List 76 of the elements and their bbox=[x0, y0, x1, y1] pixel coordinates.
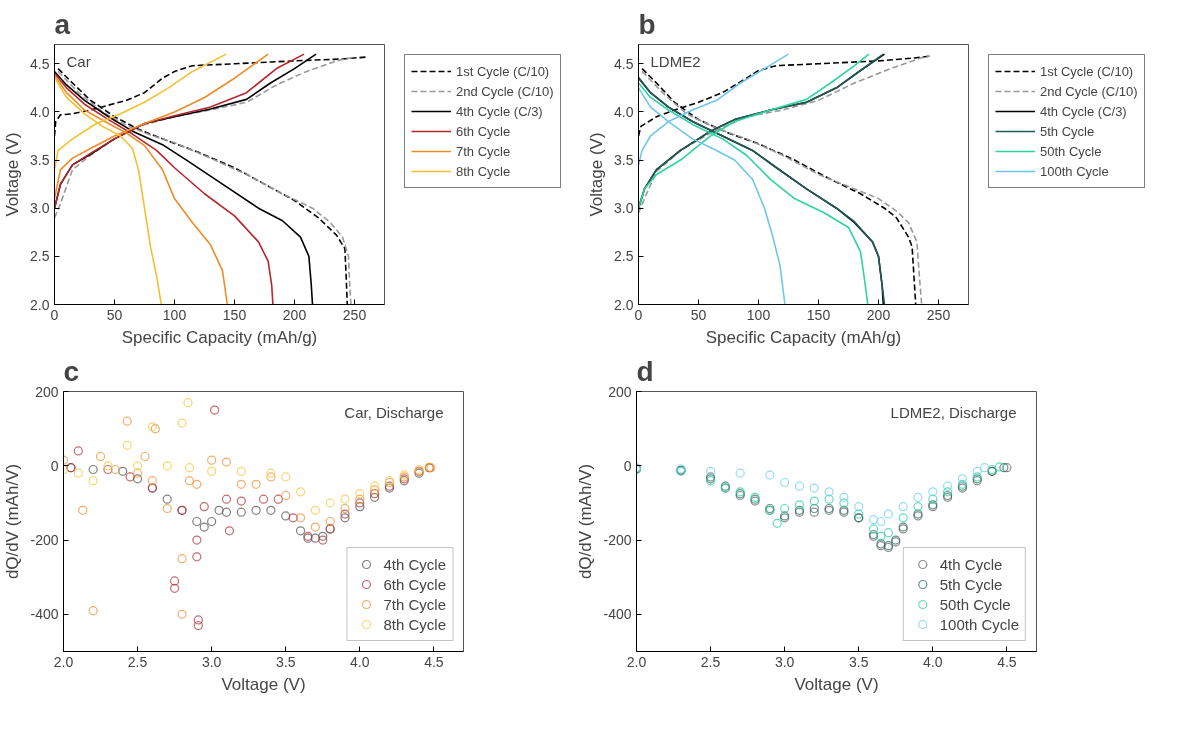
x-tick-label: 4.5 bbox=[997, 653, 1017, 670]
x-axis-title: Specific Capacity (mAh/g) bbox=[121, 327, 318, 347]
x-tick-label: 200 bbox=[282, 306, 307, 323]
y-tick-label: 3.5 bbox=[30, 152, 50, 169]
x-tick-label: 50 bbox=[106, 306, 123, 323]
x-tick-label: 2.0 bbox=[53, 653, 74, 670]
annotation: LDME2 bbox=[650, 52, 701, 70]
x-tick-label: 200 bbox=[866, 306, 891, 323]
x-tick-label: 100 bbox=[162, 306, 187, 323]
x-tick-label: 3.0 bbox=[201, 653, 222, 670]
x-tick-label: 250 bbox=[342, 306, 367, 323]
legend-label: 8th Cycle bbox=[456, 163, 511, 179]
y-tick-label: -400 bbox=[30, 606, 59, 623]
y-axis-title: Voltage (V) bbox=[3, 132, 23, 217]
y-tick-label: 200 bbox=[35, 383, 59, 400]
y-tick-label: 2.5 bbox=[614, 248, 634, 265]
legend-label: 100th Cycle bbox=[1040, 163, 1109, 179]
x-axis-title: Voltage (V) bbox=[794, 674, 879, 694]
legend-label: 100th Cycle bbox=[939, 615, 1019, 633]
x-tick-label: 4.0 bbox=[350, 653, 370, 670]
legend-label: 4th Cycle bbox=[383, 555, 446, 573]
y-tick-label: 200 bbox=[608, 383, 632, 400]
legend-label: 50th Cycle bbox=[1040, 143, 1102, 159]
x-tick-label: 50 bbox=[690, 306, 707, 323]
legend-label: 1st Cycle (C/10) bbox=[1040, 63, 1134, 79]
legend-label: 4th Cycle bbox=[939, 555, 1003, 573]
chart-title: b bbox=[638, 8, 656, 40]
x-tick-label: 3.5 bbox=[848, 653, 869, 670]
y-axis-title: dQ/dV (mAh/V) bbox=[576, 463, 596, 580]
y-tick-label: 3.0 bbox=[30, 200, 50, 217]
legend-label: 2nd Cycle (C/10) bbox=[1040, 83, 1138, 99]
legend-label: 8th Cycle bbox=[383, 615, 446, 633]
legend-label: 1st Cycle (C/10) bbox=[456, 63, 550, 79]
x-tick-label: 4.5 bbox=[424, 653, 444, 670]
y-tick-label: -400 bbox=[603, 606, 632, 623]
legend-label: 2nd Cycle (C/10) bbox=[456, 83, 554, 99]
legend-label: 50th Cycle bbox=[939, 595, 1011, 613]
annotation: Car, Discharge bbox=[344, 403, 444, 421]
y-tick-label: 0 bbox=[50, 457, 59, 474]
y-axis-title: dQ/dV (mAh/V) bbox=[3, 463, 23, 580]
y-axis-title: Voltage (V) bbox=[587, 132, 607, 217]
annotation: Car bbox=[66, 52, 91, 70]
y-tick-label: 4.5 bbox=[30, 55, 50, 72]
legend-label: 7th Cycle bbox=[456, 143, 511, 159]
chart-title: c bbox=[63, 355, 80, 387]
y-tick-label: 4.0 bbox=[30, 103, 50, 120]
legend-label: 6th Cycle bbox=[456, 123, 511, 139]
chart-title: d bbox=[636, 355, 654, 387]
y-tick-label: 4.5 bbox=[614, 55, 634, 72]
legend-label: 5th Cycle bbox=[939, 575, 1003, 593]
legend-label: 4th Cycle (C/3) bbox=[456, 103, 543, 119]
x-tick-label: 3.5 bbox=[275, 653, 296, 670]
y-tick-label: 0 bbox=[623, 457, 632, 474]
legend-label: 6th Cycle bbox=[383, 575, 446, 593]
x-tick-label: 250 bbox=[926, 306, 951, 323]
y-tick-label: -200 bbox=[603, 532, 632, 549]
x-tick-label: 100 bbox=[746, 306, 771, 323]
y-tick-label: 4.0 bbox=[614, 103, 634, 120]
x-axis-title: Voltage (V) bbox=[221, 674, 306, 694]
y-tick-label: 2.5 bbox=[30, 248, 50, 265]
x-tick-label: 2.0 bbox=[626, 653, 647, 670]
x-tick-label: 150 bbox=[222, 306, 247, 323]
y-tick-label: 3.5 bbox=[614, 152, 634, 169]
x-tick-label: 3.0 bbox=[774, 653, 795, 670]
x-tick-label: 4.0 bbox=[923, 653, 943, 670]
annotation: LDME2, Discharge bbox=[890, 403, 1017, 421]
x-axis-title: Specific Capacity (mAh/g) bbox=[705, 327, 902, 347]
chart-title: a bbox=[54, 8, 71, 40]
x-tick-label: 2.5 bbox=[127, 653, 148, 670]
y-tick-label: -200 bbox=[30, 532, 59, 549]
y-tick-label: 3.0 bbox=[614, 200, 634, 217]
legend-label: 5th Cycle bbox=[1040, 123, 1095, 139]
legend-label: 4th Cycle (C/3) bbox=[1040, 103, 1127, 119]
x-tick-label: 2.5 bbox=[700, 653, 721, 670]
x-tick-label: 150 bbox=[806, 306, 831, 323]
legend-label: 7th Cycle bbox=[383, 595, 446, 613]
